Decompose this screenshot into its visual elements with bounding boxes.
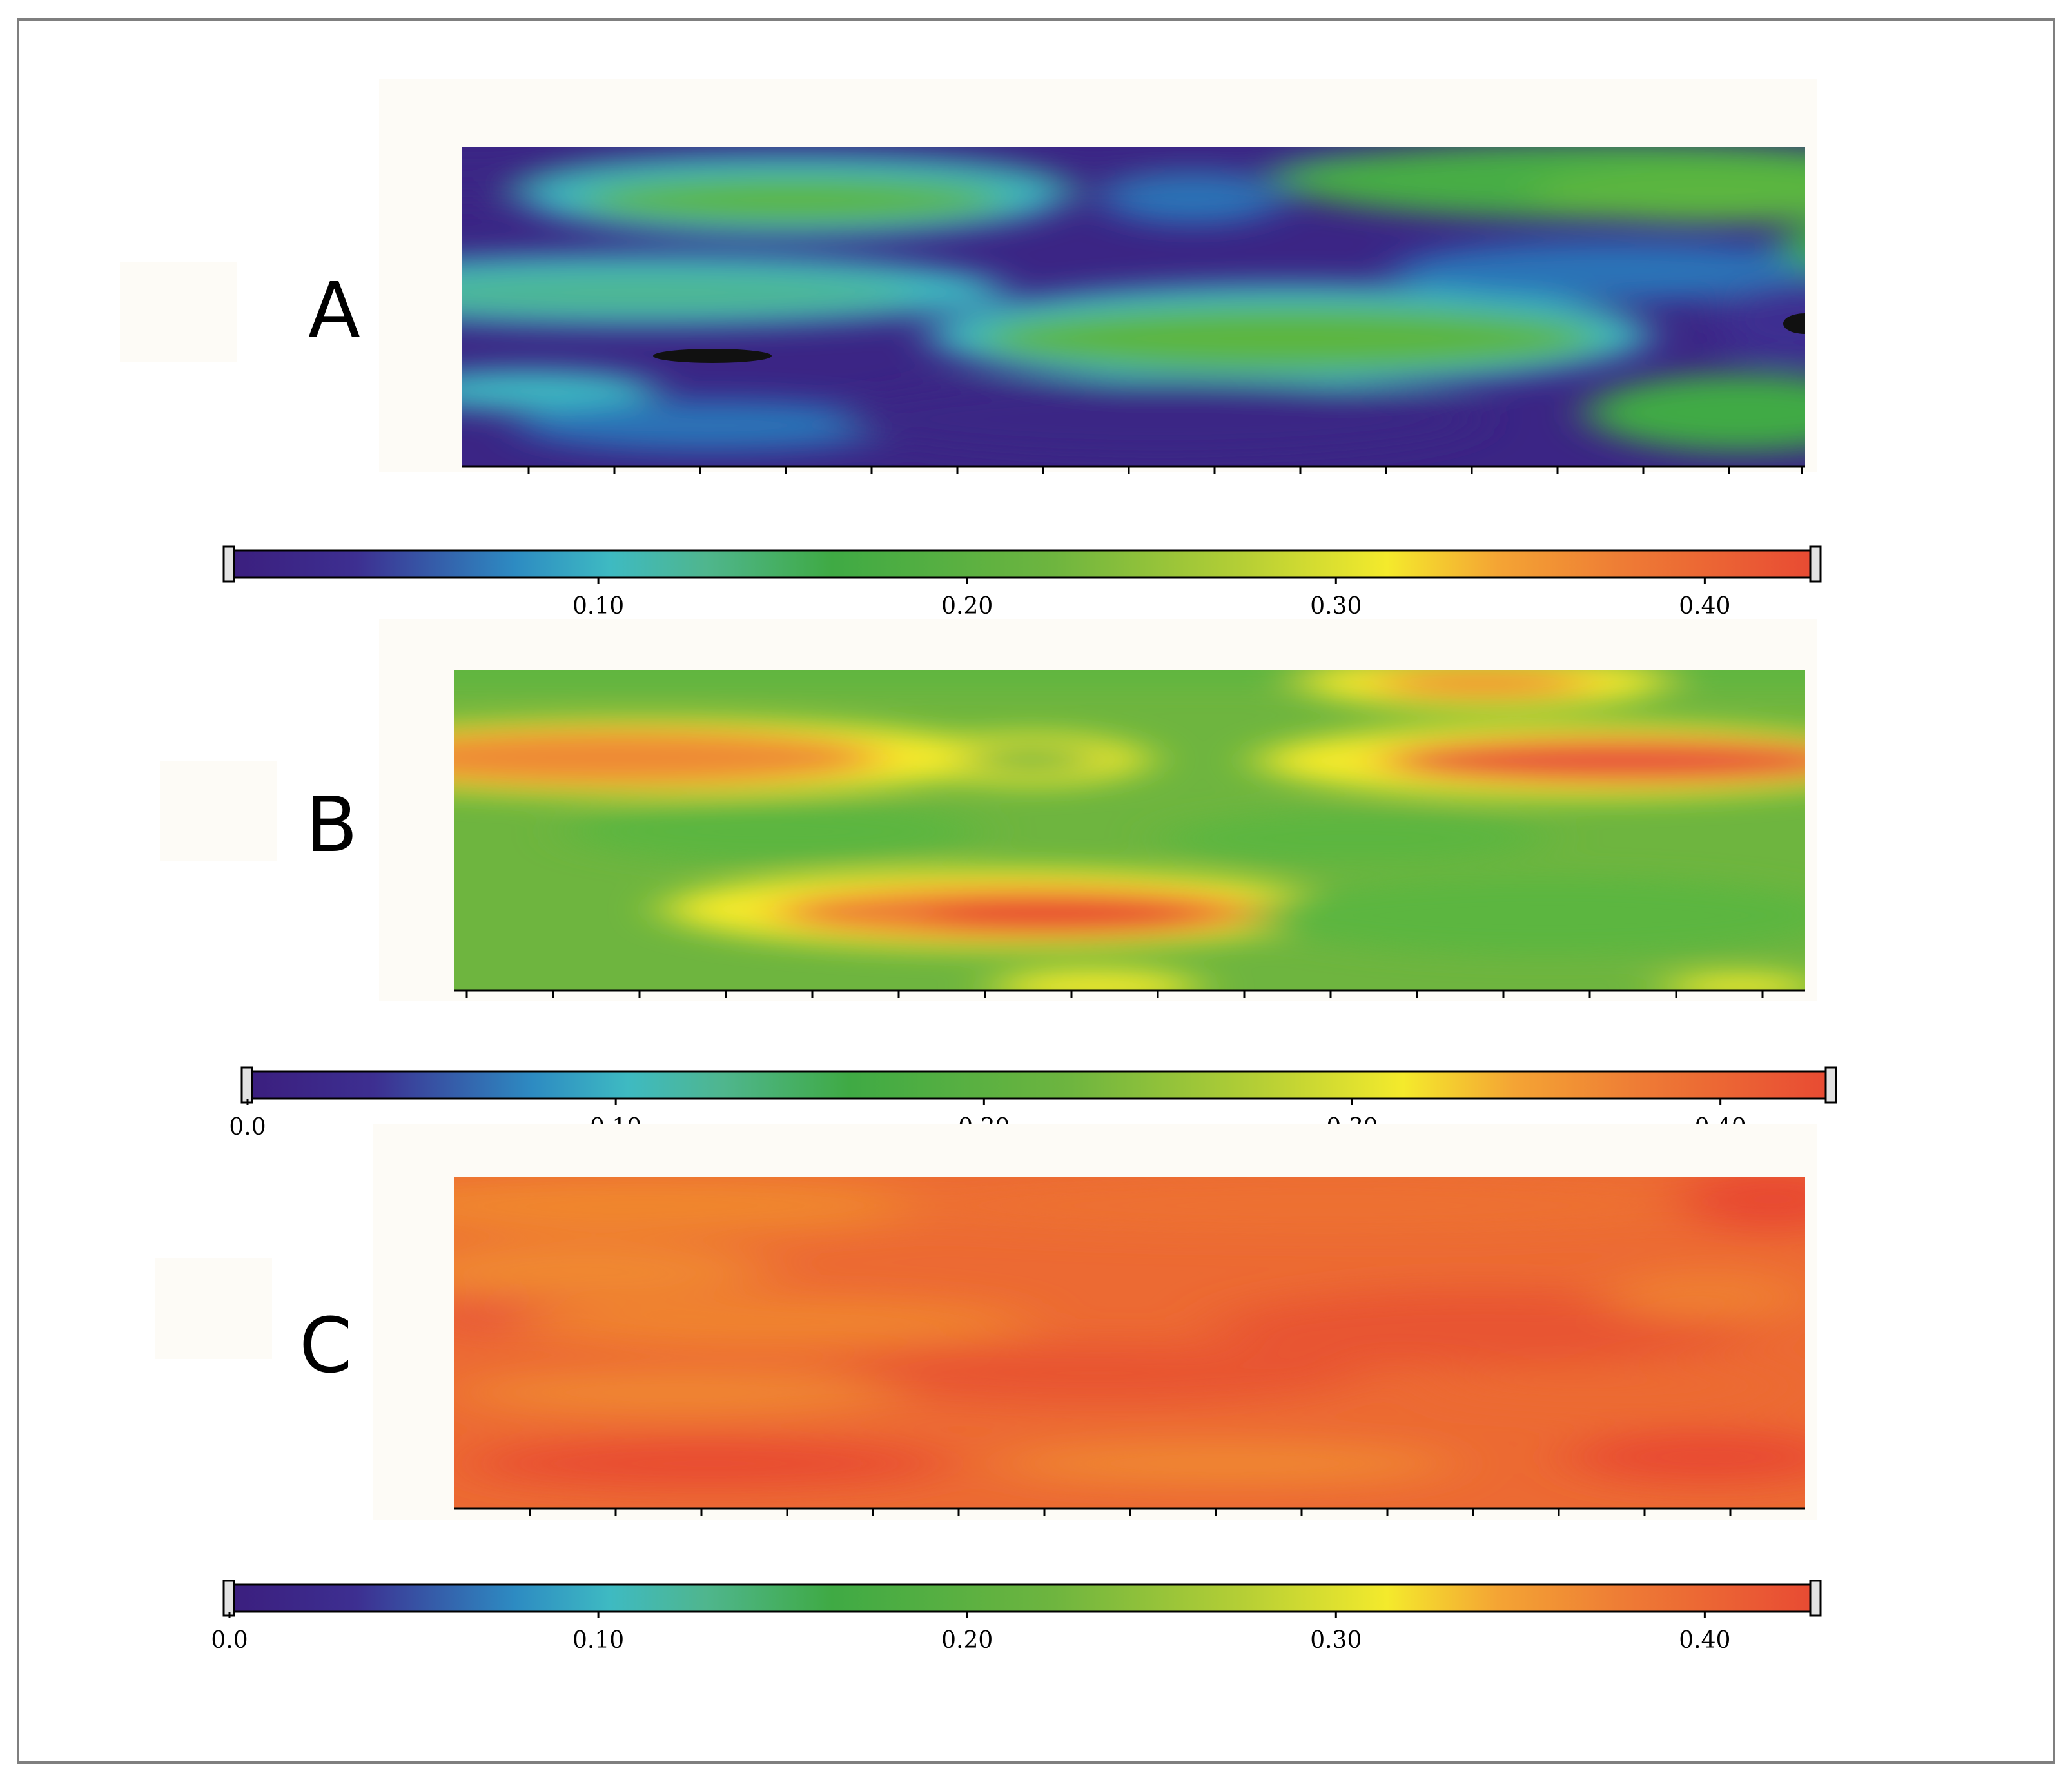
- panel-a-heatmap: [462, 147, 1805, 467]
- colorbar-c-tick-label: 0.30: [1310, 1627, 1362, 1654]
- colorbar-c-tick-label: 0.10: [572, 1627, 624, 1654]
- colorbar-a-tick-label: 0.20: [941, 593, 993, 620]
- panel-c: C: [155, 1124, 1817, 1520]
- panel-c-label-box: [155, 1258, 272, 1359]
- colorbar-a-right-cap: [1809, 545, 1822, 583]
- panel-a-letter: A: [308, 266, 360, 355]
- colorbar-a-tick-label: 0.40: [1679, 593, 1730, 620]
- colorbar-c-right-cap: [1809, 1580, 1822, 1617]
- colorbar-c-tick-label: 0.0: [211, 1627, 248, 1654]
- colorbar-a-tick-label: 0.30: [1310, 593, 1362, 620]
- colorbar-c-left-cap: [222, 1580, 235, 1617]
- colorbar-b-left-cap: [240, 1066, 253, 1104]
- colorbar-c: 0.0 0.10 0.20 0.30 0.40: [211, 1580, 1822, 1654]
- panel-b-axis-ticks: [465, 990, 1764, 998]
- panel-b: B: [160, 619, 1817, 1001]
- colorbar-c-gradient: [228, 1583, 1817, 1613]
- panel-c-letter: C: [299, 1301, 352, 1390]
- panel-a: A: [120, 79, 1817, 474]
- panel-b-label-box: [160, 761, 277, 861]
- colorbar-b-gradient: [246, 1070, 1832, 1100]
- colorbar-a-gradient: [228, 549, 1817, 579]
- panel-c-heatmap: [454, 1177, 1805, 1509]
- panel-a-axis-ticks: [527, 467, 1803, 474]
- colorbar-b-right-cap: [1824, 1066, 1837, 1104]
- panel-a-dark-spot-edge: [1783, 313, 1805, 334]
- colorbar-b-tick-label: 0.0: [229, 1114, 266, 1140]
- colorbar-a: 0.10 0.20 0.30 0.40: [222, 545, 1822, 620]
- colorbar-a-left-cap: [222, 545, 235, 583]
- panel-c-axis-ticks: [529, 1509, 1732, 1516]
- colorbar-a-tick-label: 0.10: [572, 593, 624, 620]
- colorbar-a-ticks: 0.10 0.20 0.30 0.40: [572, 578, 1730, 620]
- colorbar-c-tick-label: 0.40: [1679, 1627, 1730, 1654]
- panel-a-dark-spot: [653, 349, 772, 363]
- panel-b-heatmap: [454, 670, 1805, 990]
- colorbar-c-ticks: 0.0 0.10 0.20 0.30 0.40: [211, 1612, 1730, 1654]
- colorbar-c-tick-label: 0.20: [941, 1627, 993, 1654]
- panel-a-label-box: [120, 262, 237, 362]
- panel-b-letter: B: [306, 780, 358, 869]
